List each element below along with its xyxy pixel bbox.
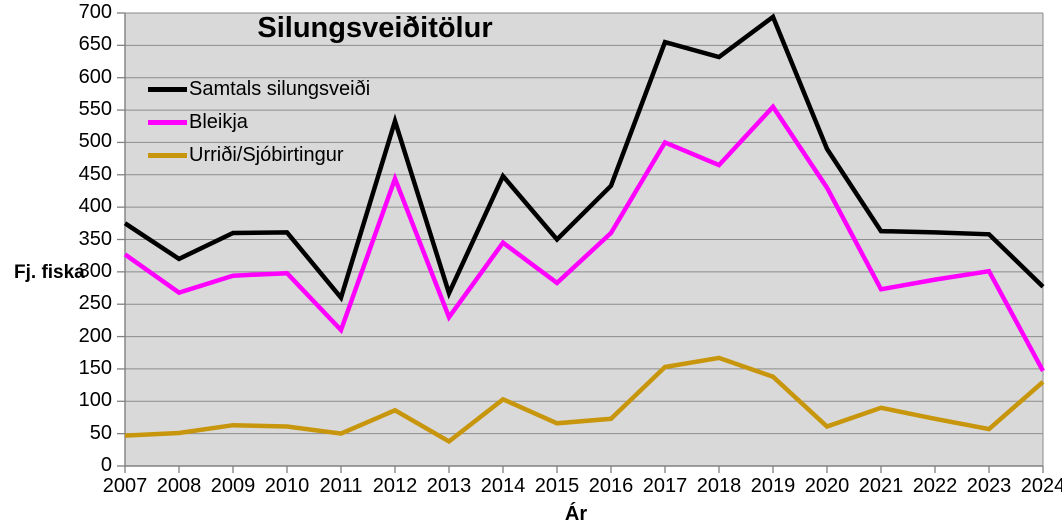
y-tick-label: 600 <box>78 65 112 88</box>
y-tick-label: 0 <box>100 454 112 477</box>
x-tick-label: 2018 <box>696 475 742 497</box>
series-line-2 <box>124 355 1045 445</box>
y-tick-label: 200 <box>78 324 112 347</box>
x-tick-label: 2008 <box>156 475 202 497</box>
x-tick-label: 2012 <box>372 475 418 497</box>
x-tick-label: 2010 <box>264 475 310 497</box>
chart-title: Silungsveiðitölur <box>257 12 493 44</box>
legend-label: Bleikja <box>189 111 248 133</box>
x-tick-label: 2016 <box>588 475 634 497</box>
x-tick-label: 2020 <box>804 475 850 497</box>
legend-item-urridi: Urriði/Sjóbirtingur <box>148 139 370 172</box>
y-tick-label: 350 <box>78 227 112 250</box>
y-tick-label: 150 <box>78 356 112 379</box>
series-line-0 <box>123 13 1045 303</box>
x-tick-label: 2024 <box>1020 475 1062 497</box>
y-tick-label: 650 <box>78 33 112 56</box>
legend-line-swatch <box>148 120 187 125</box>
legend-label: Urriði/Sjóbirtingur <box>189 144 344 166</box>
y-tick-label: 250 <box>78 292 112 315</box>
y-tick-label: 400 <box>78 195 112 218</box>
x-tick-label: 2017 <box>642 475 688 497</box>
x-tick-label: 2009 <box>210 475 256 497</box>
x-tick-label: 2023 <box>966 475 1012 497</box>
legend-item-bleikja: Bleikja <box>148 106 370 139</box>
x-tick-label: 2021 <box>858 475 904 497</box>
x-axis-title: Ár <box>564 503 588 525</box>
x-tick-label: 2015 <box>534 475 580 497</box>
legend-line-swatch <box>148 153 187 158</box>
y-axis-title: Fj. fiska <box>14 262 85 283</box>
x-tick-label: 2013 <box>426 475 472 497</box>
legend: Samtals silungsveiði Bleikja Urriði/Sjób… <box>148 73 370 172</box>
y-tick-label: 50 <box>89 421 112 444</box>
y-tick-label: 100 <box>78 389 112 412</box>
x-tick-label: 2022 <box>912 475 958 497</box>
y-tick-label: 500 <box>78 130 112 153</box>
x-tick-label: 2014 <box>480 475 526 497</box>
x-tick-label: 2007 <box>102 475 148 497</box>
y-tick-label: 550 <box>78 98 112 121</box>
legend-label: Samtals silungsveiði <box>189 78 371 100</box>
y-tick-label: 450 <box>78 162 112 185</box>
legend-item-samtals: Samtals silungsveiði <box>148 73 370 106</box>
x-tick-label: 2019 <box>750 475 796 497</box>
y-tick-label: 300 <box>78 259 112 282</box>
y-tick-label: 700 <box>78 1 112 24</box>
legend-line-swatch <box>148 87 187 92</box>
x-tick-label: 2011 <box>319 475 363 497</box>
series-line-1 <box>123 103 1045 372</box>
